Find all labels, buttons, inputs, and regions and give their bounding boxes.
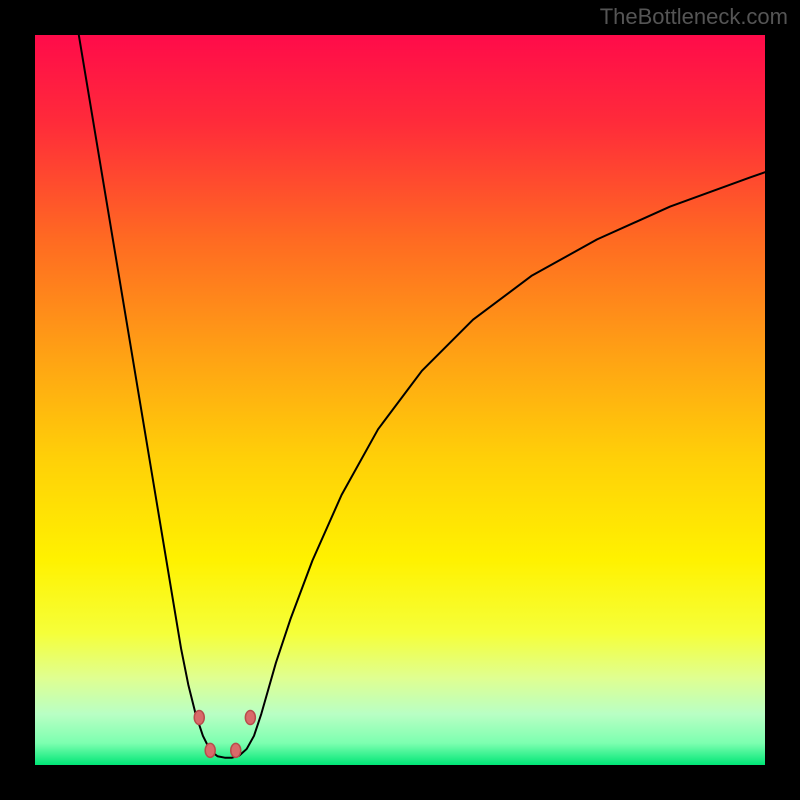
optimal-marker [245,711,255,725]
optimal-marker [194,711,204,725]
bottleneck-curve-plot [35,35,765,765]
plot-svg [35,35,765,765]
optimal-marker [231,743,241,757]
optimal-marker [205,743,215,757]
watermark-text: TheBottleneck.com [600,4,788,30]
